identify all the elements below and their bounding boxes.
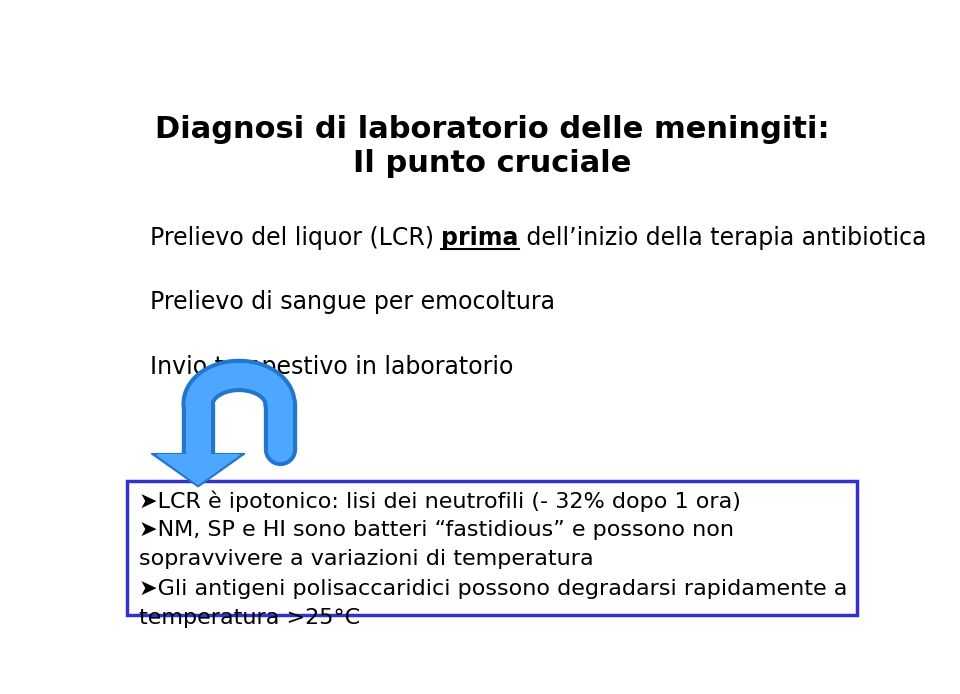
Bar [128, 482, 856, 615]
Text: Prelievo del liquor (LCR): Prelievo del liquor (LCR) [150, 226, 442, 251]
Text: Diagnosi di laboratorio delle meningiti:
Il punto cruciale: Diagnosi di laboratorio delle meningiti:… [155, 115, 829, 178]
Text: prima: prima [442, 226, 518, 251]
Text: ➤Gli antigeni polisaccaridici possono degradarsi rapidamente a: ➤Gli antigeni polisaccaridici possono de… [138, 579, 847, 599]
Text: dell’inizio della terapia antibiotica: dell’inizio della terapia antibiotica [518, 226, 926, 251]
Polygon shape [157, 455, 239, 484]
Polygon shape [152, 454, 245, 486]
Text: ➤LCR è ipotonico: lisi dei neutrofili (- 32% dopo 1 ora): ➤LCR è ipotonico: lisi dei neutrofili (-… [138, 491, 740, 512]
Text: sopravvivere a variazioni di temperatura: sopravvivere a variazioni di temperatura [138, 549, 593, 569]
Polygon shape [157, 455, 239, 484]
Text: temperatura >25°C: temperatura >25°C [138, 608, 360, 628]
Polygon shape [157, 455, 239, 484]
Text: Prelievo di sangue per emocoltura: Prelievo di sangue per emocoltura [150, 290, 555, 314]
Text: Invio tempestivo in laboratorio: Invio tempestivo in laboratorio [150, 355, 514, 378]
Text: ➤NM, SP e HI sono batteri “fastidious” e possono non: ➤NM, SP e HI sono batteri “fastidious” e… [138, 520, 733, 540]
